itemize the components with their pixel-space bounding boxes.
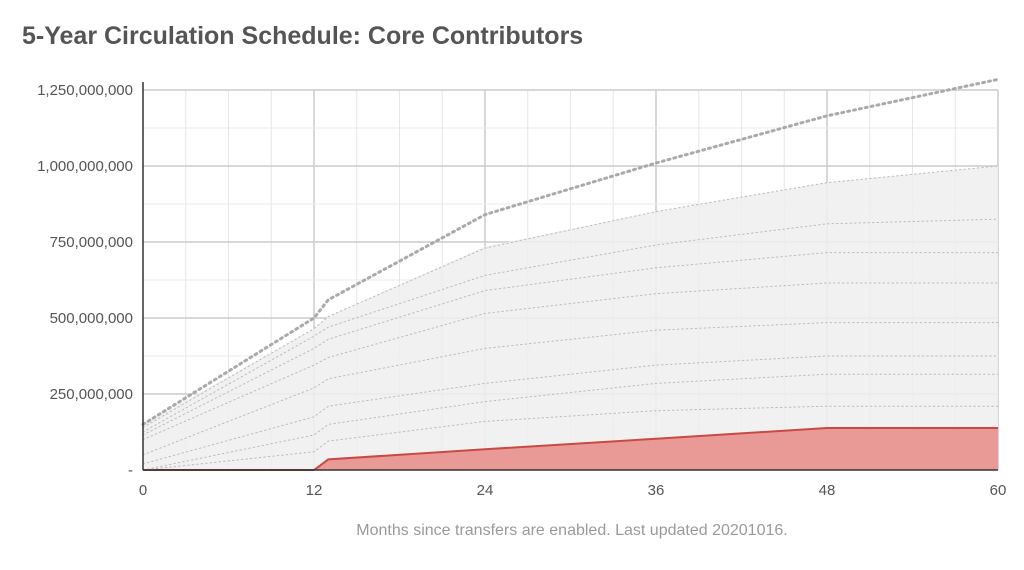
guide-line xyxy=(142,373,999,471)
x-tick-label: 24 xyxy=(477,482,494,499)
chart-title: 5-Year Circulation Schedule: Core Contri… xyxy=(22,22,584,50)
guide-line xyxy=(142,252,999,436)
background-area xyxy=(143,166,998,470)
highlight-area xyxy=(143,428,998,470)
y-tick-label: 750,000,000 xyxy=(50,234,133,251)
y-tick-label: - xyxy=(128,462,133,479)
guide-line xyxy=(142,165,999,428)
y-tick-label: 250,000,000 xyxy=(50,386,133,403)
x-tick-label: 48 xyxy=(819,482,836,499)
guide-line xyxy=(142,322,999,456)
y-tick-label: 1,000,000,000 xyxy=(37,158,133,175)
x-tick-label: 12 xyxy=(306,482,323,499)
y-tick-label: 1,250,000,000 xyxy=(37,82,133,99)
areas xyxy=(143,166,998,471)
guide-line xyxy=(142,218,999,433)
guide-line xyxy=(142,405,999,471)
x-tick-label: 0 xyxy=(139,482,147,499)
tick-labels: - 250,000,000 500,000,000 750,000,000 1,000,… xyxy=(37,82,1006,499)
x-tick-label: 60 xyxy=(990,482,1007,499)
total-supply-guide xyxy=(141,77,1000,426)
y-tick-label: 500,000,000 xyxy=(50,310,133,327)
x-axis-caption: Months since transfers are enabled. Last… xyxy=(356,522,788,539)
axes xyxy=(142,82,998,471)
x-tick-label: 36 xyxy=(648,482,665,499)
guide-line xyxy=(142,282,999,441)
guide-lines xyxy=(141,77,1000,471)
guide-line xyxy=(142,355,999,465)
